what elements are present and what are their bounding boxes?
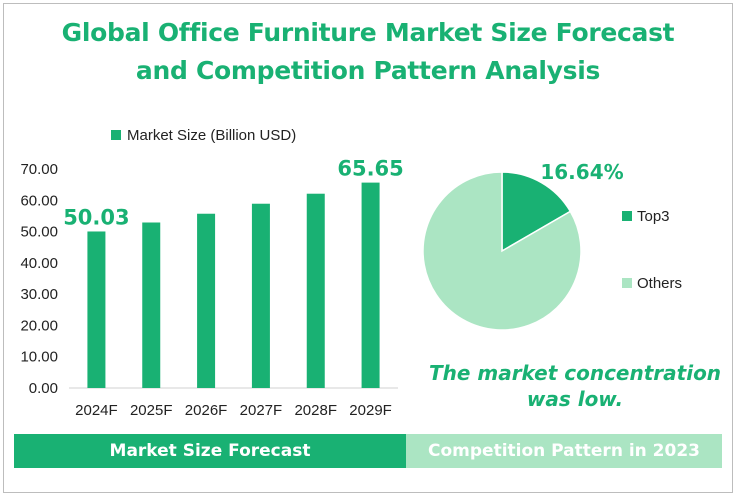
x-tick-label: 2025F <box>130 402 173 419</box>
legend-label: Market Size (Billion USD) <box>127 127 296 144</box>
title-line-2: and Competition Pattern Analysis <box>135 56 601 85</box>
y-tick-label: 60.00 <box>20 192 58 209</box>
y-tick-label: 30.00 <box>20 286 58 303</box>
market-size-forecast-band: Market Size Forecast <box>14 434 406 468</box>
bar <box>361 182 380 388</box>
x-tick-label: 2026F <box>185 402 228 419</box>
x-tick-label: 2028F <box>294 402 337 419</box>
pie-slice <box>501 171 572 253</box>
title-line-1: Global Office Furniture Market Size Fore… <box>61 18 675 47</box>
data-label: 65.65 <box>337 157 403 181</box>
note-line-2: was low. <box>526 387 624 411</box>
x-tick-label: 2029F <box>349 402 392 419</box>
pie-legend-swatch <box>622 211 632 221</box>
legend-swatch <box>111 130 121 140</box>
bar <box>251 203 270 388</box>
market-concentration-note: The market concentration was low. <box>420 360 730 412</box>
chart-title: Global Office Furniture Market Size Fore… <box>0 14 736 90</box>
x-tick-label: 2027F <box>240 402 283 419</box>
bar <box>142 222 161 388</box>
bar <box>306 193 325 388</box>
pie-legend-swatch <box>622 278 632 288</box>
competition-pattern-band: Competition Pattern in 2023 <box>406 434 722 468</box>
pie-legend-label: Others <box>637 275 682 292</box>
y-tick-label: 0.00 <box>29 380 58 397</box>
bar <box>197 213 216 388</box>
pie-data-label: 16.64% <box>540 160 623 184</box>
pie-slice <box>422 171 582 331</box>
y-tick-label: 20.00 <box>20 317 58 334</box>
y-tick-label: 40.00 <box>20 255 58 272</box>
y-tick-label: 70.00 <box>20 161 58 178</box>
pie-legend-label: Top3 <box>637 208 670 225</box>
x-tick-label: 2024F <box>75 402 118 419</box>
y-tick-label: 50.00 <box>20 224 58 241</box>
data-label: 50.03 <box>63 205 129 229</box>
note-line-1: The market concentration <box>428 361 722 385</box>
y-tick-label: 10.00 <box>20 349 58 366</box>
bar <box>87 231 106 388</box>
